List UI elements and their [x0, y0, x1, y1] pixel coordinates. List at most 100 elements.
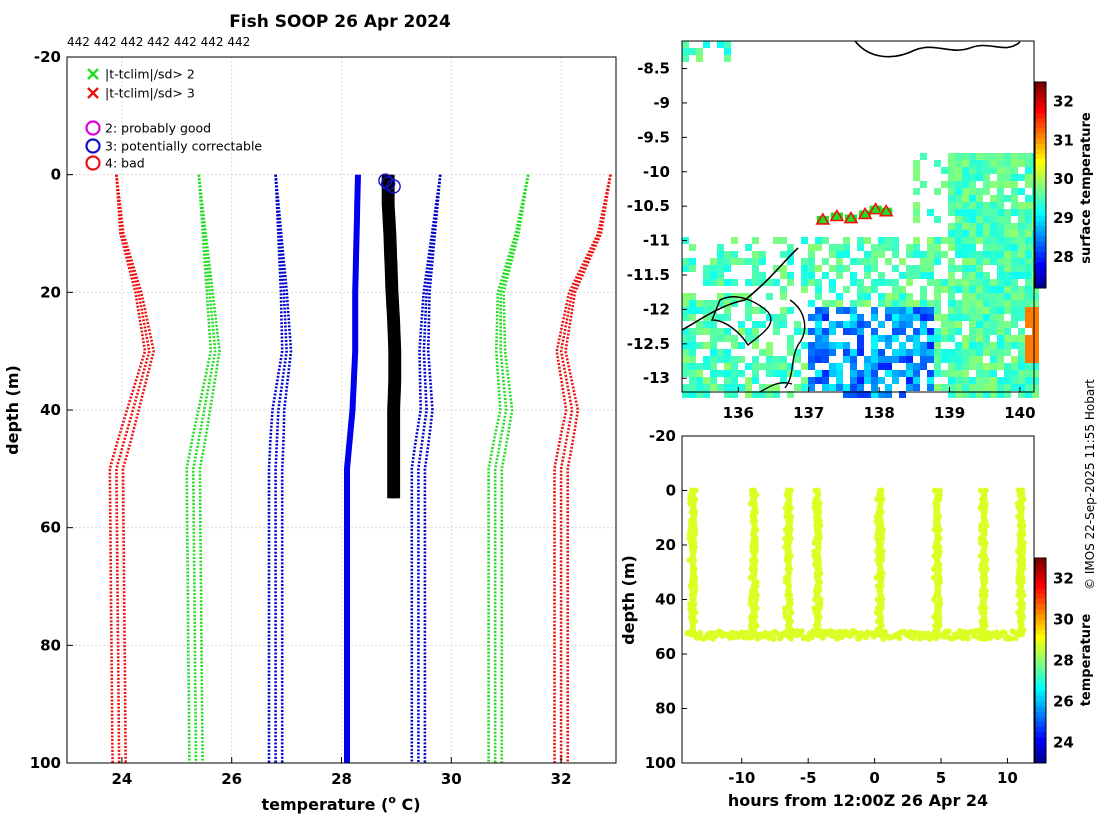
colorbar-band: [1035, 257, 1046, 263]
sst-cell: [1018, 216, 1025, 223]
sst-cell: [710, 335, 717, 342]
sst-cell: [808, 328, 815, 335]
sst-cell: [871, 244, 878, 251]
sst-cell: [773, 363, 780, 370]
colorbar-band: [1035, 650, 1046, 656]
sst-cell: [829, 363, 836, 370]
sst-cell: [780, 356, 787, 363]
sst-cell: [703, 321, 710, 328]
sst-cell: [969, 356, 976, 363]
map-ship-track: [815, 202, 894, 225]
sst-cell: [717, 41, 724, 48]
sst-cell: [815, 286, 822, 293]
profile-y-tick-label: 80: [40, 636, 61, 654]
colorbar-band: [1035, 675, 1046, 682]
sst-cell: [766, 356, 773, 363]
sst-cell: [1018, 307, 1025, 314]
drop-number-label: 442 442 442 442 442 442 442: [67, 35, 250, 49]
sst-cell: [878, 293, 885, 300]
sst-cell: [864, 391, 871, 398]
colorbar-band: [1035, 164, 1046, 171]
sst-cell: [927, 307, 934, 314]
sst-cell: [752, 272, 759, 279]
colorbar-band: [1035, 609, 1046, 615]
sst-cell: [717, 349, 724, 356]
sst-cell: [1025, 335, 1032, 342]
sst-cell: [955, 244, 962, 251]
sst-cell: [976, 328, 983, 335]
sst-cell: [703, 377, 710, 384]
sst-cell: [927, 272, 934, 279]
sst-cell: [997, 237, 1004, 244]
colorbar-band: [1035, 588, 1046, 595]
colorbar-band: [1035, 732, 1046, 738]
sst-cell: [1018, 244, 1025, 251]
sst-cell: [1018, 349, 1025, 356]
sst-cell: [962, 293, 969, 300]
sst-cell: [976, 216, 983, 223]
colorbar-tick-label: 32: [1053, 92, 1074, 110]
sst-cell: [962, 251, 969, 258]
sst-cell: [815, 279, 822, 286]
sst-cell: [738, 328, 745, 335]
sst-cell: [724, 384, 731, 391]
colorbar-band: [1035, 236, 1046, 243]
sst-cell: [948, 391, 955, 398]
colorbar-tick-label: 29: [1053, 209, 1074, 227]
sst-cell: [710, 258, 717, 265]
sst-cell: [990, 251, 997, 258]
sst-cell: [696, 363, 703, 370]
sst-cell: [787, 279, 794, 286]
sst-cell: [983, 181, 990, 188]
sst-cell: [1011, 286, 1018, 293]
sst-cell: [1011, 167, 1018, 174]
sst-cell: [752, 377, 759, 384]
sst-cell: [906, 321, 913, 328]
sst-cell: [745, 391, 752, 398]
sst-cell: [983, 216, 990, 223]
sst-cell: [1018, 174, 1025, 181]
sst-cell: [836, 307, 843, 314]
sst-cell: [857, 244, 864, 251]
sst-cell: [829, 370, 836, 377]
clim-bound-line-mean-1sd: [274, 174, 293, 763]
sst-cell: [731, 279, 738, 286]
sst-cell: [913, 216, 920, 223]
sst-cell: [1004, 300, 1011, 307]
sst-cell: [927, 265, 934, 272]
sst-cell: [955, 195, 962, 202]
sst-cell: [787, 307, 794, 314]
sst-cell: [773, 370, 780, 377]
sst-cell: [801, 237, 808, 244]
sst-cell: [843, 244, 850, 251]
sst-cell: [955, 384, 962, 391]
colorbar-band: [1035, 727, 1046, 733]
sst-cell: [913, 342, 920, 349]
section-point: [935, 587, 942, 594]
sst-cell: [1032, 391, 1039, 398]
sst-cell: [955, 251, 962, 258]
sst-cell: [927, 356, 934, 363]
sst-cell: [724, 370, 731, 377]
sst-cell: [934, 279, 941, 286]
sst-cell: [997, 188, 1004, 195]
sst-cell: [857, 321, 864, 328]
sst-cell: [710, 363, 717, 370]
sst-cell: [990, 153, 997, 160]
sst-cell: [962, 363, 969, 370]
sst-cell: [997, 384, 1004, 391]
sst-cell: [1004, 237, 1011, 244]
clim-bound-line-mean+2sd: [493, 174, 530, 763]
sst-cell: [997, 279, 1004, 286]
sst-cell: [948, 321, 955, 328]
sst-cell: [969, 286, 976, 293]
section-point: [931, 526, 938, 533]
sst-cell: [752, 342, 759, 349]
sst-cell: [836, 377, 843, 384]
sst-cell: [1018, 335, 1025, 342]
sst-cell: [976, 279, 983, 286]
sst-cell: [1011, 300, 1018, 307]
clim-bound-line-mean-2sd: [191, 174, 217, 764]
sst-cell: [843, 349, 850, 356]
sst-cell: [990, 286, 997, 293]
